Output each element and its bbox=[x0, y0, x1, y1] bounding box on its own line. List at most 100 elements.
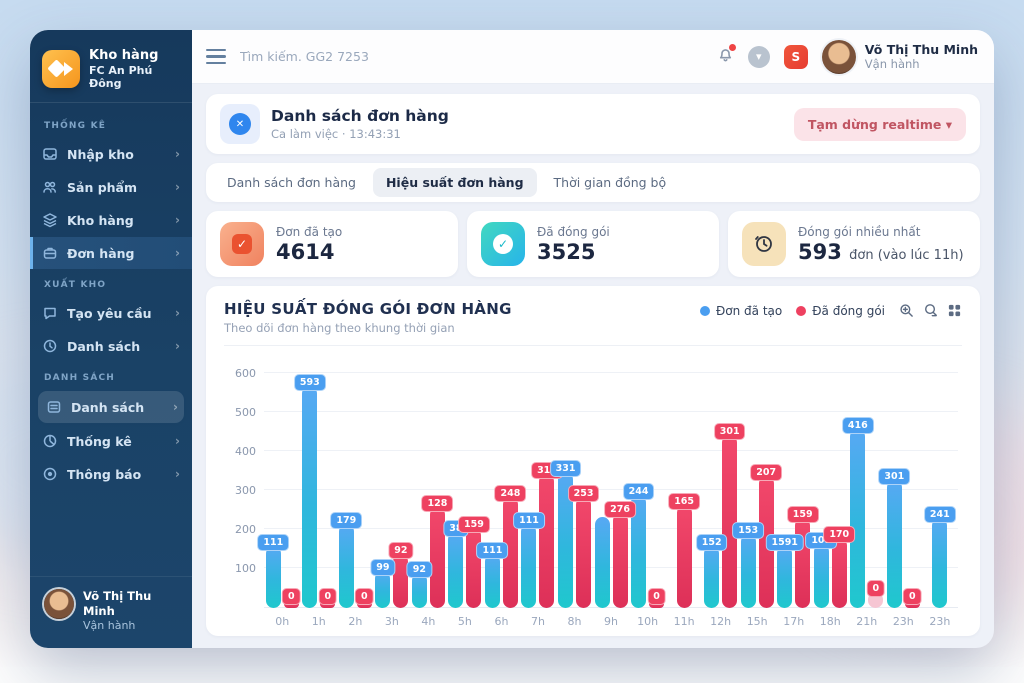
bar-created-3h[interactable]: 99 bbox=[370, 559, 396, 608]
stat-value: 3525 bbox=[537, 239, 596, 264]
chart-card: HIỆU SUẤT ĐÓNG GÓI ĐƠN HÀNG Theo dõi đơn… bbox=[206, 286, 980, 636]
y-axis-label: 400 bbox=[235, 445, 256, 459]
sidebar-user-name: Võ Thị Thu Minh bbox=[83, 589, 152, 619]
x-axis-label: 11h bbox=[673, 615, 695, 628]
bar-group-8h: 331 253 8h bbox=[549, 350, 600, 630]
bar-created-6h[interactable]: 111 bbox=[476, 541, 509, 608]
bar-packed-18h[interactable]: 170 bbox=[823, 525, 856, 608]
bar-value-badge: 153 bbox=[732, 522, 765, 540]
orders-icon bbox=[42, 245, 58, 261]
menu-icon[interactable] bbox=[206, 48, 226, 65]
bar-value-badge: 0 bbox=[318, 588, 338, 605]
legend-item-created[interactable]: Đơn đã tạo bbox=[699, 304, 782, 318]
bar-packed-3h[interactable]: 92 bbox=[388, 541, 414, 608]
bar-packed-9h[interactable]: 276 bbox=[604, 500, 636, 608]
bar-group-23h: 301 0 23h bbox=[878, 350, 922, 630]
bar-packed-1h[interactable]: 0 bbox=[318, 588, 338, 608]
chevron-right-icon: › bbox=[175, 246, 180, 261]
legend-item-packed[interactable]: Đã đóng gói bbox=[796, 304, 885, 318]
search-input[interactable] bbox=[240, 49, 520, 64]
bar-packed-5h[interactable]: 159 bbox=[458, 516, 490, 608]
bar-packed-12h[interactable]: 301 bbox=[713, 422, 746, 608]
bar-created-10h[interactable]: 244 bbox=[622, 483, 655, 608]
bar-created-9h[interactable] bbox=[594, 516, 610, 608]
sidebar-item-don-hang[interactable]: Đơn hàng › bbox=[30, 237, 192, 270]
sidebar-item-label: Danh sách bbox=[71, 399, 145, 415]
sidebar-section-label: DANH SÁCH bbox=[44, 373, 116, 384]
pause-realtime-button[interactable]: Tạm dừng realtime ▾ bbox=[793, 107, 966, 141]
bar-packed-23h[interactable]: 0 bbox=[902, 588, 922, 608]
sidebar-item-nhap-kho[interactable]: Nhập kho › bbox=[30, 138, 192, 170]
inbox-icon bbox=[42, 146, 58, 162]
bar-packed-7h[interactable]: 318 bbox=[531, 461, 563, 608]
tab-1[interactable]: Hiệu suất đơn hàng bbox=[372, 168, 537, 197]
bar-value-badge: 152 bbox=[695, 533, 728, 551]
chevron-down-icon[interactable]: ▾ bbox=[747, 45, 770, 68]
bar-group-17h: 1591 159 17h bbox=[765, 350, 819, 630]
sidebar-item-label: Sản phẩm bbox=[67, 179, 137, 195]
notification-bell-icon[interactable] bbox=[717, 44, 736, 67]
tab-2[interactable]: Thời gian đồng bộ bbox=[553, 175, 667, 190]
bar-packed-21h[interactable]: 0 bbox=[866, 580, 886, 608]
sidebar-item-label: Đơn hàng bbox=[67, 245, 135, 261]
bar-created-12h[interactable]: 152 bbox=[695, 533, 728, 608]
chevron-right-icon: › bbox=[175, 213, 180, 228]
sidebar-item-thong-bao[interactable]: Thông báo › bbox=[30, 458, 192, 490]
bar-created-1h[interactable]: 593 bbox=[293, 374, 326, 608]
chevron-right-icon: › bbox=[175, 147, 180, 162]
sidebar-item-san-pham[interactable]: Sản phẩm › bbox=[30, 171, 192, 203]
bar-packed-10h[interactable]: 0 bbox=[647, 588, 666, 608]
app-logo: Kho hàng FC An Phú Đông bbox=[30, 44, 192, 104]
main-area: ▾ S Võ Thị Thu Minh Vận hành ✕ Danh sách… bbox=[192, 30, 994, 648]
bar-value-badge: 0 bbox=[647, 588, 666, 605]
bar-packed-2h[interactable]: 0 bbox=[355, 588, 374, 608]
bar-created-2h[interactable]: 179 bbox=[330, 512, 363, 608]
bar-created-0h[interactable]: 111 bbox=[257, 533, 290, 608]
sidebar-item-thong-ke[interactable]: Thống kê › bbox=[30, 425, 192, 457]
bar-group-3h: 99 92 3h bbox=[370, 350, 414, 630]
bar-created-18h[interactable]: 101 bbox=[805, 531, 838, 608]
stats-row: ✓ Đơn đã tạo 4614 ✓ Đã đóng gói 3525 Đóng gói … bbox=[206, 211, 980, 277]
x-axis-label: 2h bbox=[348, 615, 363, 628]
status-badge[interactable]: S bbox=[783, 44, 808, 69]
bar-created-8h[interactable]: 331 bbox=[549, 459, 582, 608]
topbar: ▾ S Võ Thị Thu Minh Vận hành bbox=[192, 30, 994, 84]
tab-0[interactable]: Danh sách đơn hàng bbox=[227, 175, 356, 190]
bar-created-21h[interactable]: 416 bbox=[841, 416, 874, 608]
bar-group-4h: 92 128 4h bbox=[406, 350, 454, 630]
bar-value-badge: 593 bbox=[293, 374, 326, 392]
bar-packed-4h[interactable]: 128 bbox=[421, 494, 454, 608]
chevron-right-icon: › bbox=[173, 400, 178, 415]
bar-created-23h[interactable]: 301 bbox=[878, 467, 911, 608]
bar-packed-11h[interactable]: 165 bbox=[668, 492, 701, 608]
bar-group-6h: 111 248 6h bbox=[476, 350, 527, 630]
x-axis-label: 15h bbox=[746, 615, 768, 628]
sidebar-item-tao-yeu-cau[interactable]: Tạo yêu cầu › bbox=[30, 297, 192, 329]
chart-menu-icon[interactable] bbox=[947, 303, 962, 318]
bar-group-23h: 241 23h bbox=[922, 350, 959, 630]
user-menu[interactable]: Võ Thị Thu Minh Vận hành bbox=[821, 39, 978, 74]
bar-created-23h[interactable]: 241 bbox=[923, 506, 956, 608]
bar-packed-0h[interactable]: 0 bbox=[281, 588, 301, 608]
bar-created-5h[interactable]: 38 bbox=[443, 520, 469, 608]
zoom-in-icon[interactable] bbox=[899, 303, 914, 318]
stat-label: Đóng gói nhiều nhất bbox=[798, 224, 921, 239]
bar-created-7h[interactable]: 111 bbox=[513, 512, 545, 608]
bar-value-badge: 159 bbox=[458, 516, 490, 534]
bar-value-badge: 0 bbox=[902, 588, 922, 605]
sidebar-item-label: Thông báo bbox=[67, 466, 142, 482]
page-header: ✕ Danh sách đơn hàng Ca làm việc · 13:43… bbox=[206, 94, 980, 154]
sidebar-item-danh-sach[interactable]: Danh sách › bbox=[38, 391, 184, 424]
bar-packed-8h[interactable]: 253 bbox=[567, 485, 600, 608]
sidebar-user[interactable]: Võ Thị Thu Minh Vận hành bbox=[30, 576, 192, 648]
bar-created-17h[interactable]: 1591 bbox=[765, 533, 804, 608]
bar-created-15h[interactable]: 153 bbox=[732, 522, 765, 608]
sidebar-item-kho-hang[interactable]: Kho hàng › bbox=[30, 204, 192, 236]
x-axis-label: 12h bbox=[710, 615, 732, 628]
zoom-reset-icon[interactable] bbox=[923, 303, 938, 318]
bar-created-4h[interactable]: 92 bbox=[406, 560, 433, 608]
page-title: Danh sách đơn hàng bbox=[271, 107, 449, 125]
sidebar-item-danh-sach-xk[interactable]: Danh sách › bbox=[30, 330, 192, 362]
chat-icon bbox=[42, 305, 58, 321]
stat-label: Đã đóng gói bbox=[537, 224, 610, 239]
